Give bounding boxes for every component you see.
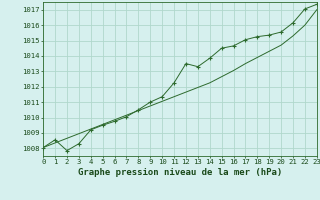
X-axis label: Graphe pression niveau de la mer (hPa): Graphe pression niveau de la mer (hPa) [78,168,282,177]
